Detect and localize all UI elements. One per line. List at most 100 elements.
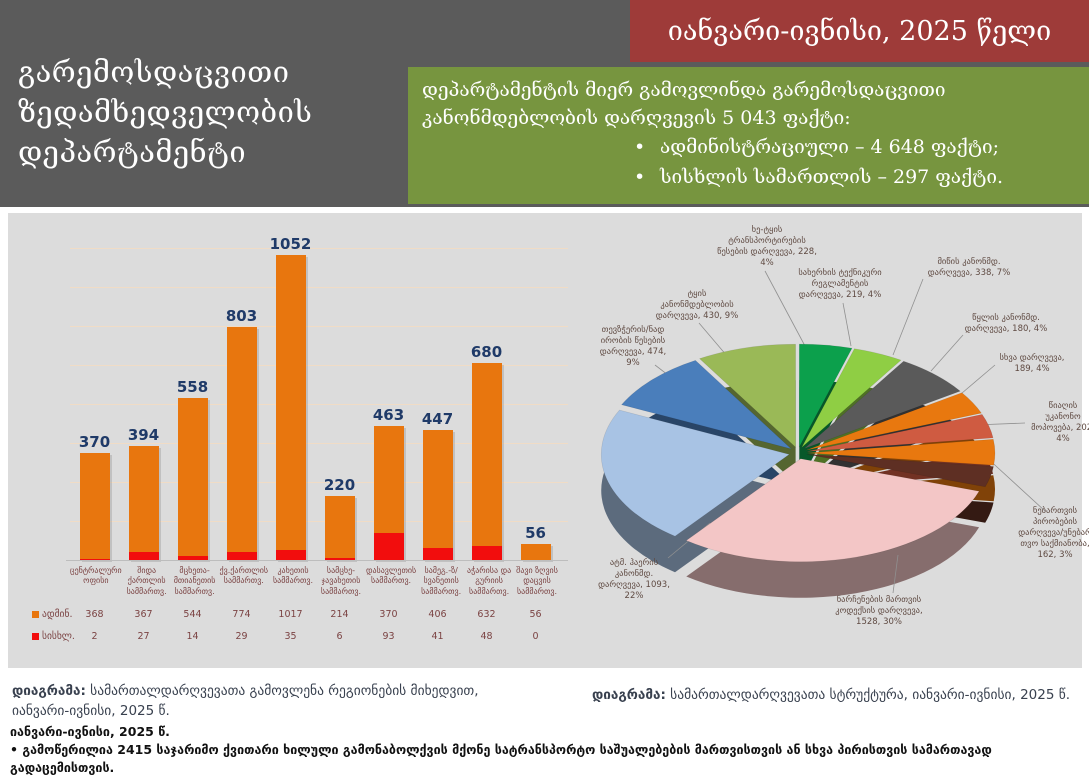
bar-segment-criminal xyxy=(275,550,306,560)
bar-segment-criminal xyxy=(128,552,159,560)
pie-slice-label: თევზჭერის/ნად ირობის წესების დარღვევა, 474… xyxy=(599,325,667,368)
label-leader-line xyxy=(892,278,924,356)
category-label: სამეგ.-ზ/სვანეთის სამმართვ. xyxy=(421,566,462,596)
table-cell: 406 xyxy=(428,609,447,620)
table-cell: 93 xyxy=(382,631,395,642)
pie-slice xyxy=(801,348,902,448)
bar-value-label: 447 xyxy=(421,410,454,428)
category-labels: ცენტრალური ოფისი შიდა ქართლის სამმართვ. მც… xyxy=(70,566,560,597)
category-label: დასავლეთის სამმართვ. xyxy=(365,566,417,586)
category-label: მცხეთა-მთიანეთის სამმართვ. xyxy=(173,566,216,596)
table-row-criminal: სისხლ. 2 27 14 29 35 6 93 41 48 0 xyxy=(20,631,560,642)
label-leader-line xyxy=(842,302,852,347)
bar-segment-admin xyxy=(177,398,208,556)
legend-item: ადმინ. xyxy=(20,609,73,620)
summary-bullet-criminal: • სისხლის სამართლის – 297 ფაქტი. xyxy=(422,164,1075,192)
header-band: გარემოსდაცვითი ზედამხედველობის დეპარტამე… xyxy=(0,0,1089,207)
table-cell: 41 xyxy=(431,631,444,642)
pie-slice xyxy=(601,409,790,537)
bar-column: 1052 xyxy=(266,235,315,560)
bar-segment-admin xyxy=(226,327,257,552)
bar-segment-criminal xyxy=(177,556,208,560)
bar-segment-criminal xyxy=(373,533,404,560)
bar-segment-criminal xyxy=(79,559,110,560)
bar-segment-admin xyxy=(471,363,502,546)
pie-slice xyxy=(621,360,792,450)
legend-item: სისხლ. xyxy=(20,631,75,642)
bar-segment-criminal xyxy=(226,552,257,560)
bar-value-label: 558 xyxy=(176,378,209,396)
table-cell: 370 xyxy=(379,609,398,620)
pie-slice-label: ნარჩენების მართვის კოდექსის დარღვევა, 1528… xyxy=(835,595,923,627)
pie-svg xyxy=(601,270,1046,598)
table-cell: 35 xyxy=(284,631,297,642)
bar-column: 220 xyxy=(315,476,364,560)
table-cell: 214 xyxy=(330,609,349,620)
legend-swatch-icon xyxy=(32,611,39,618)
table-cell: 29 xyxy=(235,631,248,642)
footnote: იანვარი-ივნისი, 2025 წ. • გამოწერილია 24… xyxy=(10,723,1082,776)
table-cell: 2 xyxy=(91,631,98,642)
pie-slice-label: სხვა დარღვევა, 189, 4% xyxy=(999,353,1065,374)
bar-column: 463 xyxy=(364,406,413,560)
bar-segment-criminal xyxy=(422,548,453,560)
bar-value-label: 1052 xyxy=(269,235,312,253)
category-label: ქვ.ქართლის სამმართვ. xyxy=(219,566,269,586)
label-leader-line xyxy=(984,455,1046,512)
bar-column: 680 xyxy=(462,343,511,560)
legend-label: ადმინ. xyxy=(42,609,73,620)
stacked-bar xyxy=(79,453,110,560)
table-cell: 544 xyxy=(183,609,202,620)
stacked-bar xyxy=(275,255,306,560)
structure-pie-chart: ხე-ტყის ტრანსპორტირების წესების დარღვევა, … xyxy=(593,213,1089,665)
table-row-admin: ადმინ. 368 367 544 774 1017 214 370 406 632 56 xyxy=(20,609,560,620)
pie-slice xyxy=(804,360,961,449)
pie-slice xyxy=(699,343,796,448)
page-title: გარემოსდაცვითი ზედამხედველობის დეპარტამე… xyxy=(18,55,313,170)
table-cell: 14 xyxy=(186,631,199,642)
category-label: შიდა ქართლის სამმართვ. xyxy=(126,566,167,596)
bar-column: 558 xyxy=(168,378,217,560)
pie-slice-label: წიაღის უკანონო მოპოვება, 202, 4% xyxy=(1031,401,1089,444)
charts-band: 370 394 558 803 1052 220 463 447 680 56 ცენტრალურ… xyxy=(8,213,1089,668)
legend-swatch-icon xyxy=(32,633,39,640)
bar-value-label: 394 xyxy=(127,426,160,444)
bar-segment-admin xyxy=(520,544,551,560)
pie-chart-caption: დიაგრამა: სამართალდარღვევათა სტრუქტურა, … xyxy=(592,687,1070,703)
pie-slice xyxy=(806,414,994,452)
bar-column: 56 xyxy=(511,524,560,560)
stacked-bar xyxy=(324,496,355,560)
table-cell: 6 xyxy=(336,631,343,642)
stacked-bar xyxy=(226,327,257,560)
summary-box: დეპარტამენტის მიერ გამოვლინდა გარემოსდაც… xyxy=(408,67,1089,204)
stacked-bar xyxy=(128,446,159,560)
pie-slice xyxy=(806,438,996,466)
pie-slice xyxy=(805,392,982,451)
footnote-title: იანვარი-ივნისი, 2025 წ. xyxy=(10,724,170,739)
table-cell: 0 xyxy=(532,631,539,642)
table-cell: 48 xyxy=(480,631,493,642)
stacked-bar xyxy=(373,426,404,560)
bar-value-label: 220 xyxy=(323,476,356,494)
table-cell: 367 xyxy=(134,609,153,620)
legend-label: სისხლ. xyxy=(42,631,75,642)
table-cell: 56 xyxy=(529,609,542,620)
stacked-bar xyxy=(422,430,453,560)
bars-area: 370 394 558 803 1052 220 463 447 680 56 xyxy=(70,235,560,560)
bar-value-label: 56 xyxy=(525,524,546,542)
bar-column: 370 xyxy=(70,433,119,560)
caption-label: დიაგრამა: xyxy=(592,687,666,703)
caption-label: დიაგრამა: xyxy=(12,683,86,699)
stacked-bar xyxy=(520,544,551,560)
category-label: შავი ზღვის დაცვის სამმართვ. xyxy=(516,566,558,596)
pie-slice-label: ტყის კანონმდებლობის დარღვევა, 430, 9% xyxy=(655,289,739,321)
bar-chart-caption: დიაგრამა: სამართალდარღვევათა გამოვლენა რ… xyxy=(12,683,479,719)
x-axis-line xyxy=(66,560,568,561)
label-leader-line xyxy=(892,554,899,594)
bar-segment-criminal xyxy=(471,546,502,560)
bar-segment-admin xyxy=(422,430,453,548)
bar-segment-admin xyxy=(275,255,306,550)
category-label: სამცხე-ჯავახეთის სამმართვ. xyxy=(320,566,362,596)
table-cell: 774 xyxy=(232,609,251,620)
